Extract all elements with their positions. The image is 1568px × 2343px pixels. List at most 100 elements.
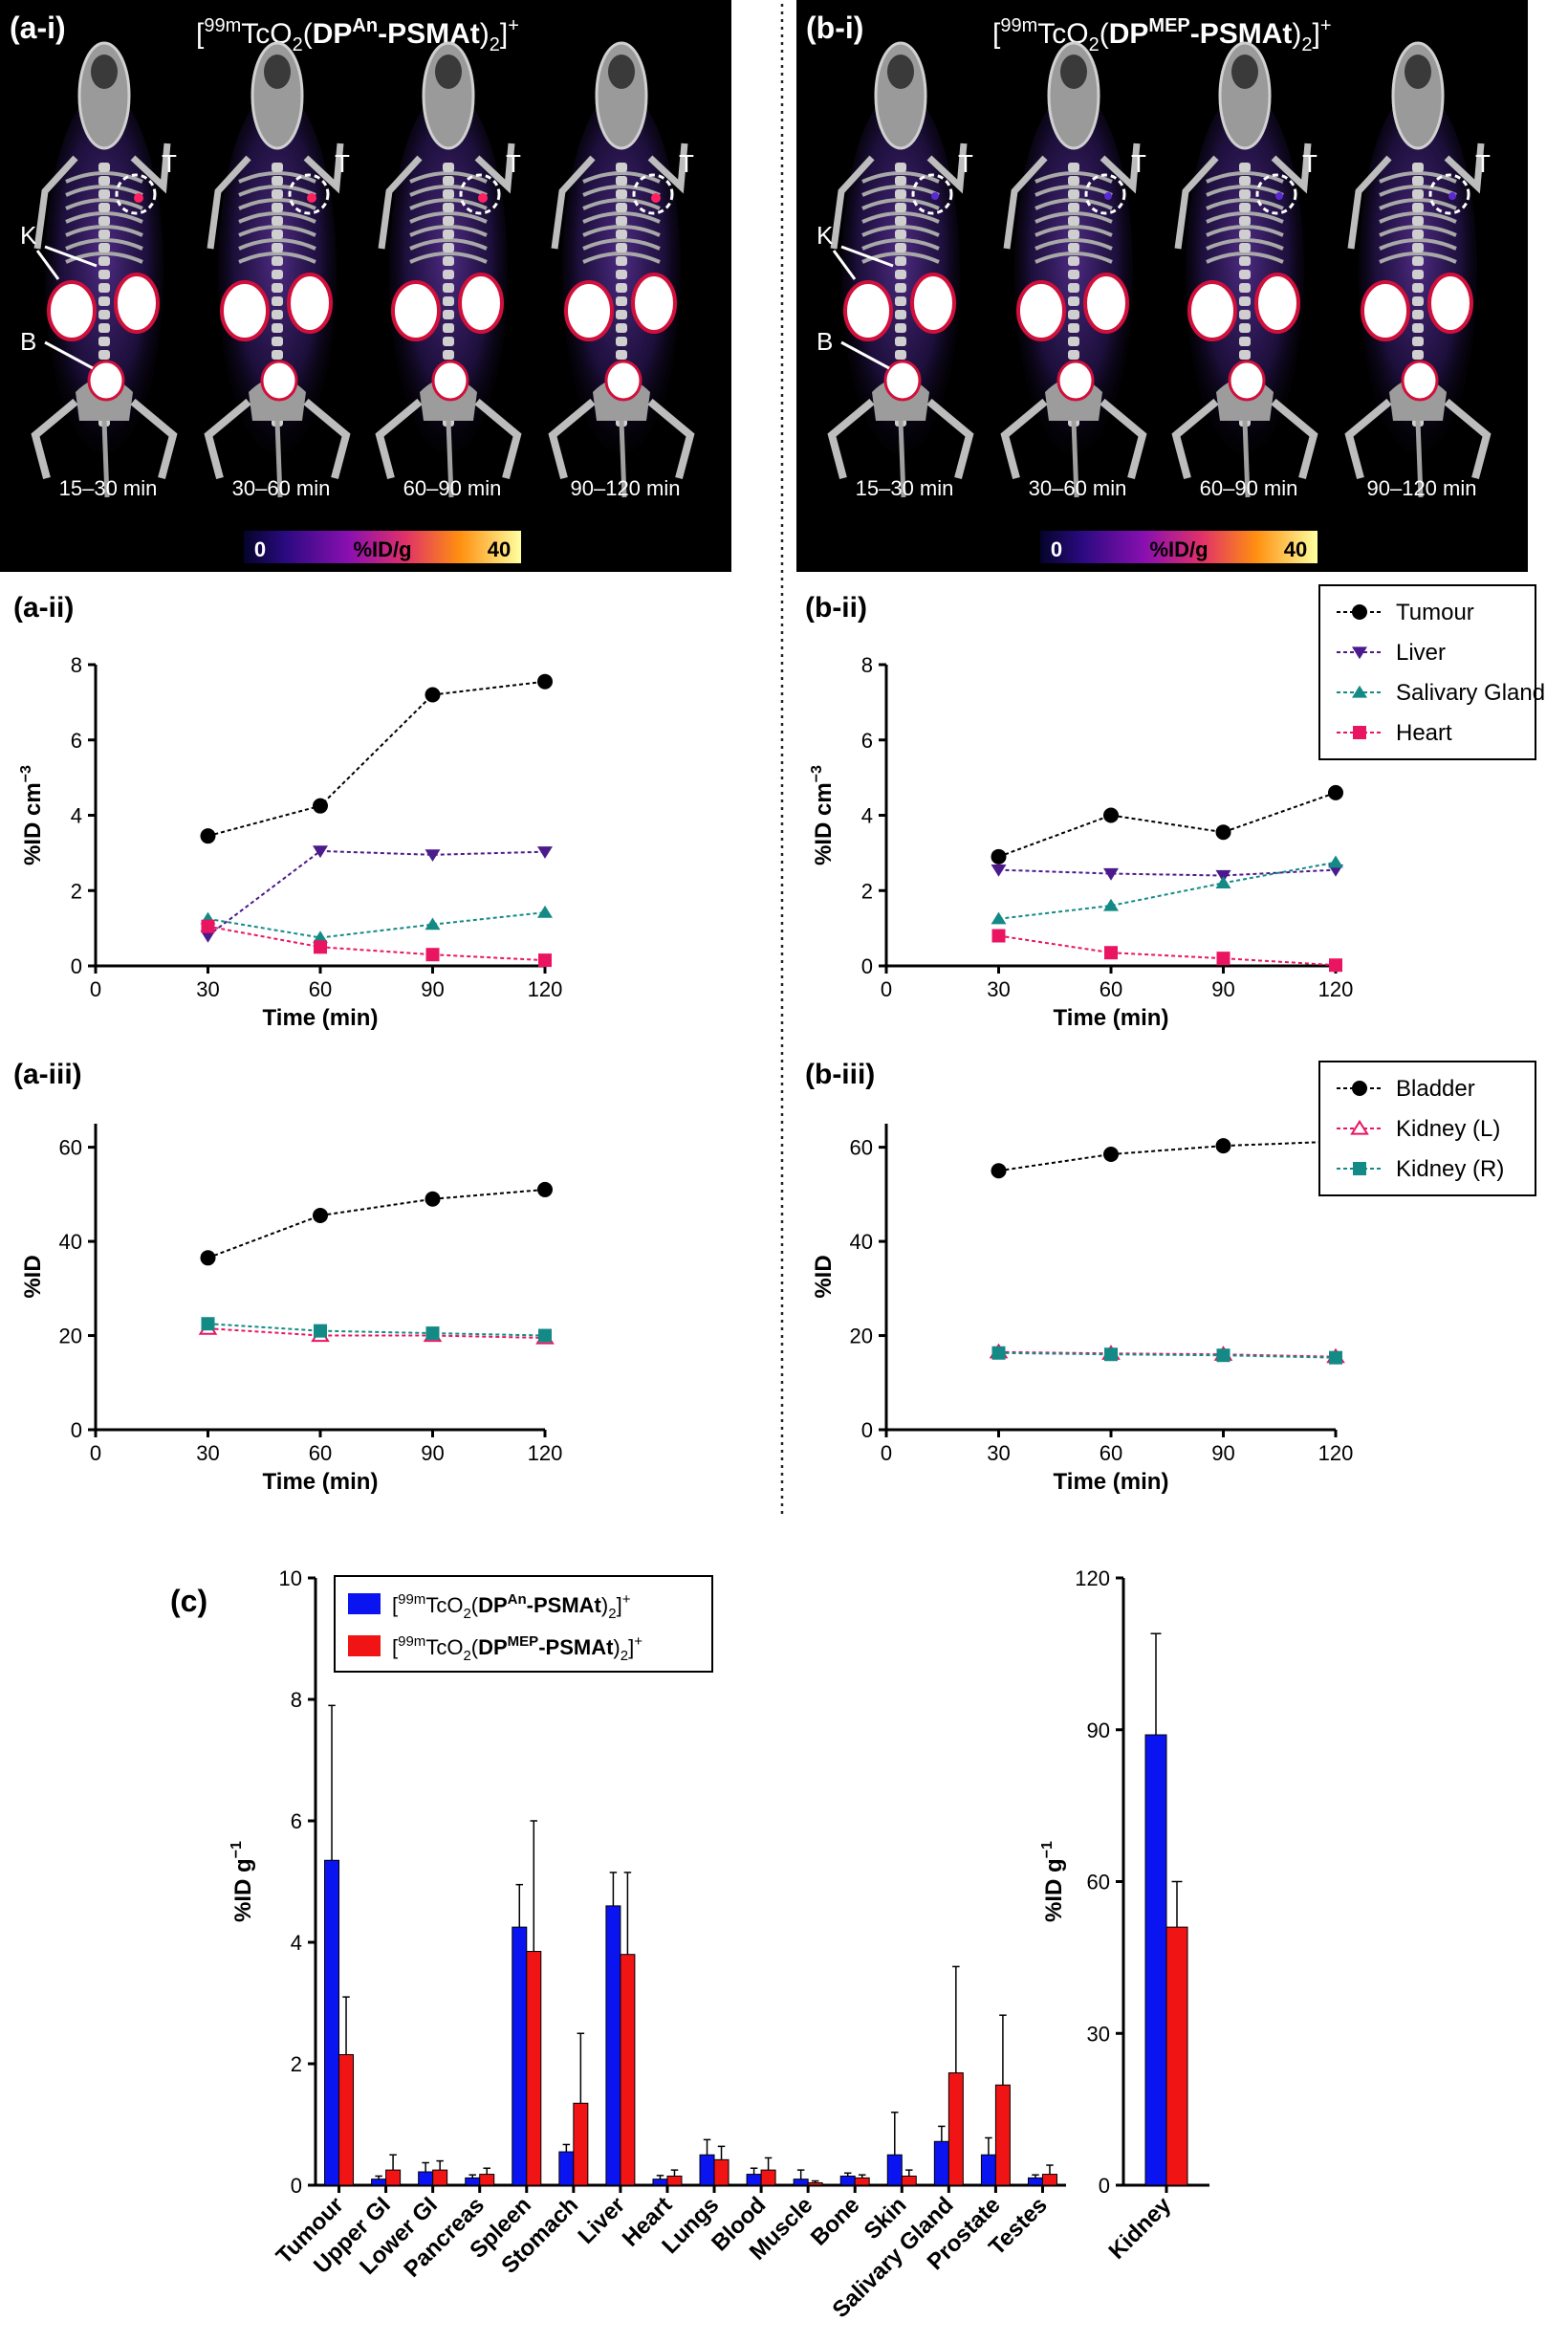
tail	[1415, 420, 1424, 498]
vertebra	[895, 163, 906, 172]
vertebra	[616, 310, 627, 319]
vertebra	[443, 256, 454, 266]
data-point	[425, 687, 441, 703]
data-point	[1352, 685, 1367, 698]
forelimb-left	[830, 155, 875, 250]
rib	[238, 252, 316, 264]
text-part: TcO	[425, 1635, 463, 1659]
kidney-right	[114, 273, 160, 334]
vertebra	[616, 256, 627, 266]
rib	[1034, 211, 1113, 224]
vertebra	[98, 350, 110, 360]
tumour-marker: T	[1131, 149, 1146, 178]
bar	[605, 1905, 621, 2186]
bladder-arrow	[840, 340, 890, 370]
kidney-marker: K	[817, 221, 834, 250]
superscript: +	[634, 1633, 642, 1650]
rib	[238, 171, 316, 184]
data-point	[1329, 1350, 1342, 1365]
vertebra	[895, 310, 906, 319]
vertebra	[98, 270, 110, 279]
kidney-left	[564, 280, 614, 341]
text-part: (	[303, 18, 313, 50]
vertebra	[272, 337, 283, 346]
superscript: −1	[229, 1841, 245, 1858]
panel-label: (b-ii)	[805, 592, 867, 624]
rib	[65, 185, 143, 197]
text-part: %ID cm	[20, 782, 46, 865]
x-tick-label: Kidney	[1104, 2192, 1177, 2265]
kidney-right	[1427, 273, 1473, 334]
vertebra	[1239, 270, 1251, 279]
data-point	[1328, 784, 1343, 800]
vertebra	[1239, 230, 1251, 239]
vertebra	[443, 189, 454, 199]
vertebra	[616, 216, 627, 226]
x-tick-label: 90	[421, 1441, 444, 1465]
vertebra	[1239, 163, 1251, 172]
forelimb-right	[1100, 142, 1141, 194]
text-part: [	[992, 18, 1001, 50]
vertebra	[1068, 163, 1079, 172]
data-point	[1328, 855, 1343, 868]
x-tick-label: 30	[987, 1441, 1010, 1465]
skull-cavity	[435, 55, 462, 89]
text-part: %ID g	[230, 1858, 256, 1922]
imaging-panel-b: (b-i) [99mTcO2(DPMEP-PSMAt)2]+ T K B 15–30 mi…	[796, 0, 1528, 572]
x-tick-label: 90	[1211, 977, 1234, 1001]
text-part: )	[613, 1635, 620, 1659]
data-point	[313, 931, 328, 944]
colorbar-max: 40	[1284, 537, 1307, 561]
text-part: %ID	[20, 1255, 46, 1298]
vertebra	[272, 203, 283, 212]
bar	[793, 2179, 809, 2186]
tail	[446, 420, 454, 498]
mouse-scan: T K B	[817, 41, 974, 498]
tumour-signal	[307, 193, 316, 203]
text-part: DP	[478, 1635, 508, 1659]
forelimb-right	[647, 142, 688, 194]
vertebra	[1412, 296, 1424, 306]
tumour-marker: T	[162, 149, 177, 178]
rib	[409, 225, 488, 237]
mouse-scan: T	[1344, 41, 1492, 498]
x-axis-label: Time (min)	[1054, 1005, 1169, 1031]
bladder	[1228, 360, 1266, 402]
y-tick-label: 2	[291, 2052, 302, 2076]
rib	[1379, 238, 1457, 251]
vertebra	[98, 203, 110, 212]
legend-label: Kidney (R)	[1396, 1156, 1504, 1182]
x-tick-label: 30	[196, 1441, 219, 1465]
vertebra	[1412, 230, 1424, 239]
superscript: −3	[18, 765, 34, 782]
y-tick-label: 90	[1087, 1719, 1110, 1742]
chart-b-iii: (b-iii) 0 20 40 60 0 30 60 90 120 Time (min) %ID Bla…	[805, 1059, 1536, 1495]
text-part: [	[392, 1635, 398, 1659]
hindlimb-right	[303, 398, 351, 480]
kidney-arrow	[35, 250, 60, 280]
vertebra	[272, 296, 283, 306]
forelimb-left	[207, 155, 251, 250]
y-tick-label: 6	[291, 1809, 302, 1833]
vertebra	[1068, 243, 1079, 252]
x-tick-label: 30	[196, 977, 219, 1001]
vertebra	[616, 203, 627, 212]
bar	[746, 2174, 762, 2186]
rib	[65, 211, 143, 224]
vertebra	[616, 350, 627, 360]
bar	[886, 2154, 903, 2186]
data-point	[1352, 1081, 1367, 1096]
vertebra	[616, 270, 627, 279]
kidney-arrow	[44, 245, 98, 268]
tumour-marker: T	[506, 149, 521, 178]
kidney-right	[458, 273, 504, 334]
x-tick-label: 90	[421, 977, 444, 1001]
series-line	[998, 1140, 1337, 1172]
rib	[65, 238, 143, 251]
data-point	[1353, 726, 1366, 739]
vertebra	[616, 337, 627, 346]
vertebra	[443, 243, 454, 252]
y-tick-label: 4	[291, 1931, 302, 1955]
vertebra	[443, 337, 454, 346]
legend-label: Tumour	[1396, 600, 1474, 625]
